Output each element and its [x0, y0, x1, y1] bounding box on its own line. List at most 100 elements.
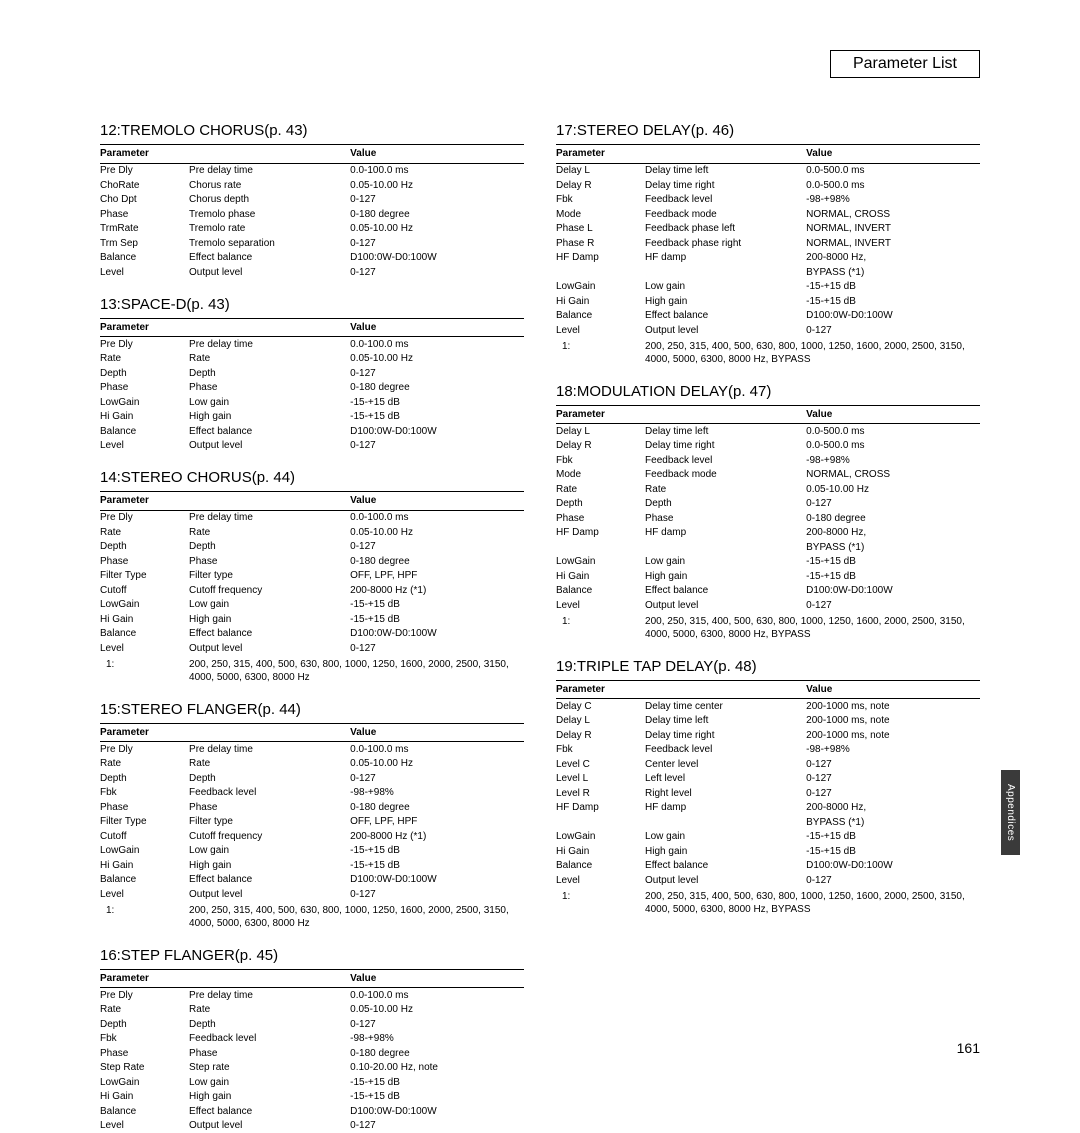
- cell-desc: High gain: [645, 294, 806, 309]
- cell-param: Delay R: [556, 178, 645, 193]
- cell-desc: Left level: [645, 772, 806, 787]
- cell-param: LowGain: [556, 830, 645, 845]
- col-header-desc: [189, 723, 350, 742]
- right-column: 17:STEREO DELAY(p. 46)ParameterValueDela…: [556, 122, 980, 1133]
- cell-value: BYPASS (*1): [806, 815, 980, 830]
- table-row: PhasePhase0-180 degree: [556, 511, 980, 526]
- table-row: RateRate0.05-10.00 Hz: [100, 1003, 524, 1018]
- cell-desc: [645, 265, 806, 280]
- parameter-table: ParameterValuePre DlyPre delay time0.0-1…: [100, 723, 524, 902]
- cell-desc: Pre delay time: [189, 742, 350, 757]
- parameter-table: ParameterValuePre DlyPre delay time0.0-1…: [100, 144, 524, 280]
- section-title: 15:STEREO FLANGER(p. 44): [100, 701, 524, 718]
- col-header-param: Parameter: [100, 492, 189, 511]
- table-row: Pre DlyPre delay time0.0-100.0 ms: [100, 510, 524, 525]
- col-header-param: Parameter: [556, 405, 645, 424]
- cell-value: 0.05-10.00 Hz: [350, 178, 524, 193]
- table-row: HF DampHF damp200-8000 Hz,: [556, 526, 980, 541]
- cell-value: 0-127: [806, 497, 980, 512]
- cell-desc: Feedback level: [189, 1032, 350, 1047]
- cell-desc: Chorus rate: [189, 178, 350, 193]
- table-row: BYPASS (*1): [556, 540, 980, 555]
- cell-value: 0-127: [350, 366, 524, 381]
- footnote: 1:200, 250, 315, 400, 500, 630, 800, 100…: [556, 340, 980, 367]
- cell-desc: Delay time right: [645, 178, 806, 193]
- cell-desc: Phase: [189, 1046, 350, 1061]
- cell-value: 0-180 degree: [350, 1046, 524, 1061]
- cell-value: -15-+15 dB: [806, 830, 980, 845]
- table-row: BYPASS (*1): [556, 265, 980, 280]
- cell-desc: Feedback level: [645, 453, 806, 468]
- col-header-value: Value: [350, 318, 524, 337]
- cell-value: -15-+15 dB: [350, 410, 524, 425]
- table-row: PhaseTremolo phase0-180 degree: [100, 207, 524, 222]
- table-row: Level RRight level0-127: [556, 786, 980, 801]
- cell-param: Phase: [100, 1046, 189, 1061]
- footnote-text: 200, 250, 315, 400, 500, 630, 800, 1000,…: [189, 904, 524, 931]
- cell-param: Pre Dly: [100, 742, 189, 757]
- cell-desc: Output level: [189, 641, 350, 656]
- cell-desc: Phase: [189, 800, 350, 815]
- cell-desc: Output level: [645, 323, 806, 338]
- cell-param: Delay C: [556, 699, 645, 714]
- table-row: LevelOutput level0-127: [556, 598, 980, 613]
- table-row: Hi GainHigh gain-15-+15 dB: [100, 1090, 524, 1105]
- cell-value: 0.05-10.00 Hz: [350, 352, 524, 367]
- cell-value: BYPASS (*1): [806, 540, 980, 555]
- cell-desc: Low gain: [189, 1075, 350, 1090]
- table-row: DepthDepth0-127: [100, 1017, 524, 1032]
- cell-value: NORMAL, CROSS: [806, 207, 980, 222]
- table-row: LevelOutput level0-127: [100, 1119, 524, 1133]
- table-row: BalanceEffect balanceD100:0W-D0:100W: [100, 627, 524, 642]
- cell-desc: High gain: [189, 858, 350, 873]
- cell-param: Trm Sep: [100, 236, 189, 251]
- col-header-param: Parameter: [100, 145, 189, 164]
- cell-value: 0.05-10.00 Hz: [350, 757, 524, 772]
- cell-value: 0-127: [350, 1119, 524, 1133]
- footnote-text: 200, 250, 315, 400, 500, 630, 800, 1000,…: [645, 890, 980, 917]
- cell-value: 200-1000 ms, note: [806, 699, 980, 714]
- cell-value: NORMAL, INVERT: [806, 236, 980, 251]
- cell-param: Filter Type: [100, 569, 189, 584]
- cell-desc: Feedback phase left: [645, 222, 806, 237]
- table-row: Trm SepTremolo separation0-127: [100, 236, 524, 251]
- cell-desc: [645, 540, 806, 555]
- cell-param: Hi Gain: [556, 294, 645, 309]
- col-header-param: Parameter: [100, 723, 189, 742]
- cell-param: Pre Dly: [100, 988, 189, 1003]
- cell-param: Hi Gain: [100, 612, 189, 627]
- table-row: FbkFeedback level-98-+98%: [100, 786, 524, 801]
- table-row: Delay LDelay time left200-1000 ms, note: [556, 714, 980, 729]
- cell-value: 0.05-10.00 Hz: [806, 482, 980, 497]
- cell-desc: [645, 815, 806, 830]
- cell-desc: Effect balance: [189, 251, 350, 266]
- cell-value: 0-127: [350, 887, 524, 902]
- table-row: Delay CDelay time center200-1000 ms, not…: [556, 699, 980, 714]
- table-row: Hi GainHigh gain-15-+15 dB: [556, 294, 980, 309]
- cell-value: 0.0-500.0 ms: [806, 178, 980, 193]
- cell-desc: Low gain: [189, 844, 350, 859]
- section-title: 18:MODULATION DELAY(p. 47): [556, 383, 980, 400]
- table-row: LowGainLow gain-15-+15 dB: [100, 598, 524, 613]
- table-row: PhasePhase0-180 degree: [100, 800, 524, 815]
- cell-param: Rate: [100, 757, 189, 772]
- cell-value: D100:0W-D0:100W: [350, 627, 524, 642]
- cell-desc: Low gain: [645, 555, 806, 570]
- cell-desc: Output level: [645, 598, 806, 613]
- cell-param: Pre Dly: [100, 510, 189, 525]
- cell-param: Hi Gain: [556, 844, 645, 859]
- cell-param: Level L: [556, 772, 645, 787]
- table-row: RateRate0.05-10.00 Hz: [556, 482, 980, 497]
- cell-value: 200-8000 Hz (*1): [350, 583, 524, 598]
- table-row: Delay LDelay time left0.0-500.0 ms: [556, 424, 980, 439]
- cell-param: Hi Gain: [100, 858, 189, 873]
- cell-value: -15-+15 dB: [350, 395, 524, 410]
- table-row: LevelOutput level0-127: [556, 873, 980, 888]
- cell-param: Delay L: [556, 714, 645, 729]
- cell-desc: Filter type: [189, 569, 350, 584]
- footnote-text: 200, 250, 315, 400, 500, 630, 800, 1000,…: [645, 340, 980, 367]
- table-row: TrmRateTremolo rate0.05-10.00 Hz: [100, 222, 524, 237]
- cell-value: -98-+98%: [350, 1032, 524, 1047]
- cell-value: -15-+15 dB: [806, 569, 980, 584]
- cell-desc: Chorus depth: [189, 193, 350, 208]
